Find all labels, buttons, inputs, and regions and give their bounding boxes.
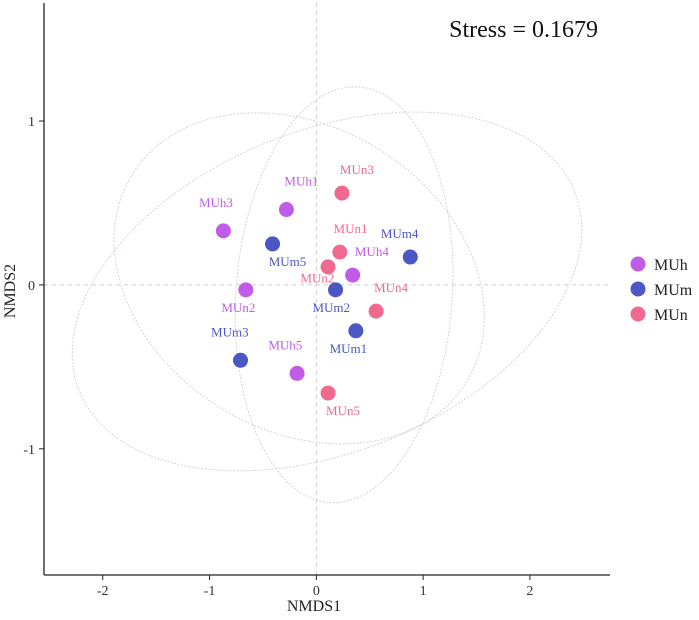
x-tick-label: 2 <box>526 584 533 599</box>
legend-swatch <box>630 256 646 272</box>
ellipse-muh <box>113 112 485 445</box>
y-tick-label: 0 <box>28 279 35 294</box>
point-label: MUm1 <box>330 341 368 356</box>
legend-swatch <box>630 306 646 322</box>
point-label: MUm3 <box>211 324 249 339</box>
x-axis-title: NMDS1 <box>287 598 341 615</box>
point-labels: MUh1 MUh3 MUh4 MUh5 MUn2 MUm1 MUm2 MUm3 MUm4 MUm5… <box>199 162 419 418</box>
point-mun <box>320 385 336 401</box>
point-label: MUn5 <box>326 403 360 418</box>
point-muh <box>345 267 361 283</box>
legend-label: MUn <box>654 307 688 324</box>
y-tick-label: 1 <box>28 115 35 130</box>
x-tick-label: -2 <box>97 584 109 599</box>
point-label: MUh5 <box>268 338 302 353</box>
point-label: MUm5 <box>269 254 307 269</box>
ellipse-mun <box>234 86 454 504</box>
point-mum <box>402 249 418 265</box>
legend-label: MUm <box>654 282 693 299</box>
legend: MUh MUm MUn <box>630 256 693 324</box>
point-mum <box>328 282 344 298</box>
point-label: MUm4 <box>381 226 419 241</box>
axes: -2 -1 0 1 2 -1 0 1 <box>23 3 610 599</box>
point-label: MUm2 <box>312 300 350 315</box>
x-tick-label: 0 <box>313 584 320 599</box>
point-label: MUn2 <box>221 300 255 315</box>
point-mun <box>332 244 348 260</box>
point-mum <box>348 323 364 339</box>
point-label: MUn3 <box>340 162 374 177</box>
x-tick-label: -1 <box>204 584 216 599</box>
point-mum <box>232 352 248 368</box>
point-label: MUh3 <box>199 195 233 210</box>
y-axis-title: NMDS2 <box>2 264 19 318</box>
ellipse-mum <box>71 111 583 472</box>
point-label: MUn4 <box>374 280 408 295</box>
point-label: MUh4 <box>355 244 389 259</box>
point-muh <box>278 202 294 218</box>
legend-label: MUh <box>654 257 688 274</box>
point-mum <box>265 236 281 252</box>
point-muh <box>215 223 231 239</box>
data-points <box>215 185 418 401</box>
point-label: MUn1 <box>334 221 368 236</box>
point-mun <box>334 185 350 201</box>
reference-lines <box>44 3 610 575</box>
x-tick-label: 1 <box>420 584 427 599</box>
point-muh <box>289 365 305 381</box>
point-label: MUh1 <box>284 174 318 189</box>
legend-swatch <box>630 281 646 297</box>
y-tick-label: -1 <box>23 443 35 458</box>
stress-annotation: Stress = 0.1679 <box>449 17 598 43</box>
point-mun <box>320 259 336 275</box>
point-label: MUn2 <box>300 270 334 285</box>
confidence-ellipses <box>71 86 583 504</box>
point-mun <box>368 303 384 319</box>
point-muh <box>238 282 254 298</box>
